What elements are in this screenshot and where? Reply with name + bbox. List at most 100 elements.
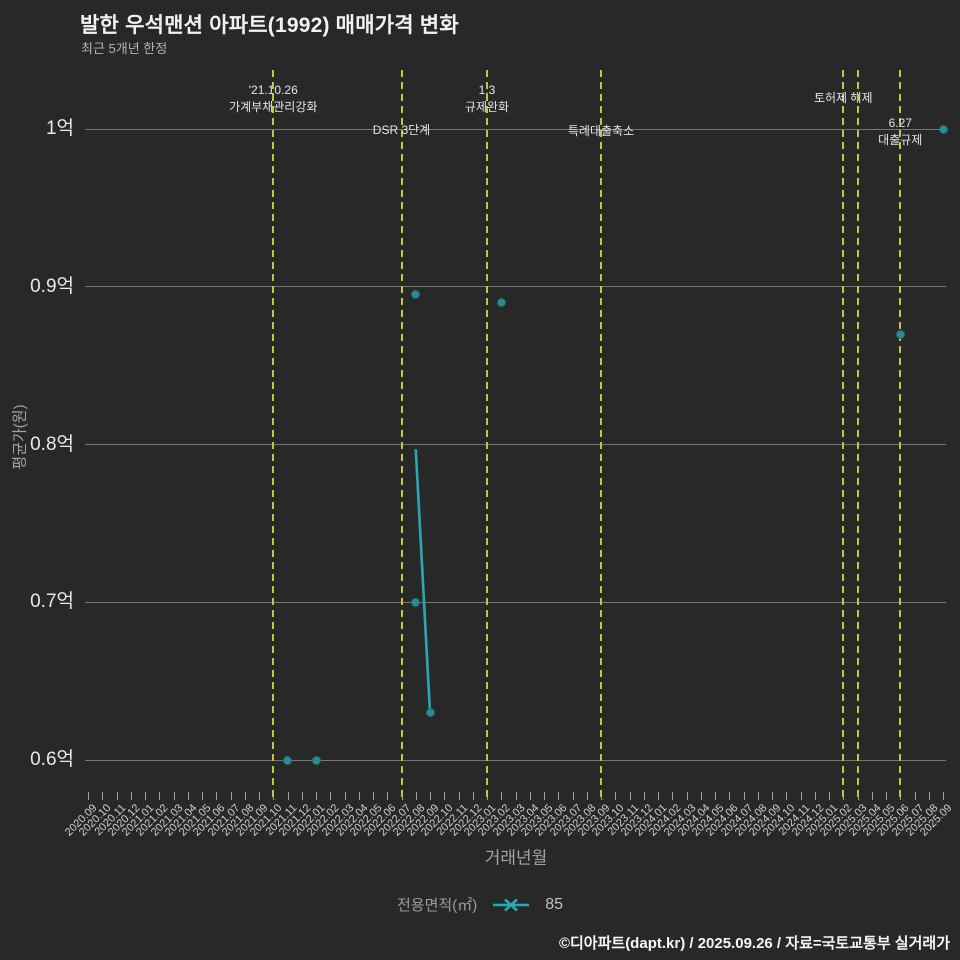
y-gridline <box>85 444 946 445</box>
x-tick <box>643 792 645 800</box>
x-tick <box>629 792 631 800</box>
x-tick <box>202 792 203 800</box>
transaction-point <box>938 124 948 134</box>
x-tick <box>558 792 560 800</box>
x-axis-title: 거래년월 <box>484 848 548 868</box>
x-tick <box>145 792 146 800</box>
transaction-point <box>411 290 421 300</box>
x-tick <box>344 792 346 800</box>
transaction-point <box>311 755 321 765</box>
x-tick <box>330 792 332 800</box>
event-annotation: DSR 3단계 <box>372 123 431 137</box>
x-tick <box>102 792 104 800</box>
legend-line-x-marker-icon <box>493 898 530 911</box>
transaction-point <box>283 755 292 765</box>
transaction-point <box>411 597 421 607</box>
transaction-point <box>895 329 905 339</box>
chart-title: 발한 우석맨션 아파트(1992) 매매가격 변화 <box>80 14 459 37</box>
legend-title: 전용면적(㎡) <box>397 897 478 914</box>
x-tick <box>501 792 503 800</box>
x-tick <box>159 792 161 800</box>
x-tick <box>515 792 517 800</box>
x-tick <box>472 792 474 800</box>
x-tick <box>287 792 289 800</box>
x-tick <box>686 792 688 800</box>
event-annotation: 6.27 <box>888 116 912 130</box>
x-tick <box>316 792 317 800</box>
event-line <box>272 70 275 800</box>
x-tick <box>415 792 417 800</box>
event-line <box>856 70 859 800</box>
event-line <box>400 70 403 800</box>
event-annotation: 가계부채관리강화 <box>229 100 318 114</box>
x-tick <box>886 792 887 800</box>
x-tick <box>244 792 246 800</box>
y-gridline <box>85 286 946 288</box>
x-tick <box>586 792 588 800</box>
x-tick <box>943 792 944 800</box>
transaction-point <box>425 708 435 718</box>
x-tick <box>615 792 617 800</box>
x-tick <box>116 792 118 800</box>
event-annotation: 대출규제 <box>878 133 923 147</box>
y-tick-label: 0.7억 <box>30 591 74 613</box>
x-tick <box>529 792 531 800</box>
event-line <box>486 70 488 800</box>
event-line <box>600 70 602 800</box>
x-tick <box>871 792 873 800</box>
y-axis-title: 평균가(원) <box>11 404 29 470</box>
x-tick <box>658 792 659 800</box>
x-tick <box>444 792 446 800</box>
x-tick <box>458 792 460 800</box>
x-tick <box>216 792 218 800</box>
x-tick <box>814 792 816 800</box>
avg-price-line <box>414 449 432 713</box>
y-tick-label: 0.8억 <box>30 433 74 455</box>
y-tick-label: 0.6억 <box>30 749 74 770</box>
event-annotation: '21.10.26 <box>248 83 298 97</box>
legend-series-label: 85 <box>545 895 563 913</box>
x-tick <box>173 792 175 800</box>
x-tick <box>715 792 716 800</box>
event-line <box>842 70 845 800</box>
y-gridline <box>85 759 946 761</box>
y-tick-label: 1억 <box>45 118 74 139</box>
x-tick <box>544 792 545 800</box>
event-annotation: 1.3 <box>478 83 496 97</box>
y-tick-label: 0.9억 <box>30 275 74 297</box>
x-tick <box>914 792 916 800</box>
x-tick <box>786 792 788 800</box>
x-tick <box>757 792 759 800</box>
x-tick <box>928 792 930 800</box>
legend: 전용면적(㎡) 85 <box>397 894 563 915</box>
event-annotation: 특례대출축소 <box>567 124 635 138</box>
x-tick <box>230 792 232 800</box>
x-tick <box>187 792 189 800</box>
x-tick <box>729 792 731 800</box>
y-gridline <box>85 128 946 130</box>
x-tick <box>700 792 702 800</box>
x-tick <box>301 792 303 800</box>
x-tick <box>387 792 389 800</box>
event-annotation: 규제완화 <box>464 100 510 114</box>
y-gridline <box>85 601 946 603</box>
x-tick <box>88 792 89 800</box>
x-tick <box>572 792 574 800</box>
x-tick <box>743 792 745 800</box>
x-tick <box>130 792 132 800</box>
x-tick <box>259 792 260 800</box>
x-tick <box>772 792 773 800</box>
x-tick <box>358 792 360 800</box>
x-tick <box>829 792 830 800</box>
x-tick <box>800 792 802 800</box>
attribution-text: ©디아파트(dapt.kr) / 2025.09.26 / 자료=국토교통부 실… <box>558 935 950 952</box>
x-tick <box>373 792 374 800</box>
x-tick <box>430 792 431 800</box>
transaction-point <box>496 298 506 308</box>
event-line <box>899 70 902 800</box>
x-tick <box>672 792 674 800</box>
chart-subtitle: 최근 5개년 한정 <box>81 41 168 56</box>
